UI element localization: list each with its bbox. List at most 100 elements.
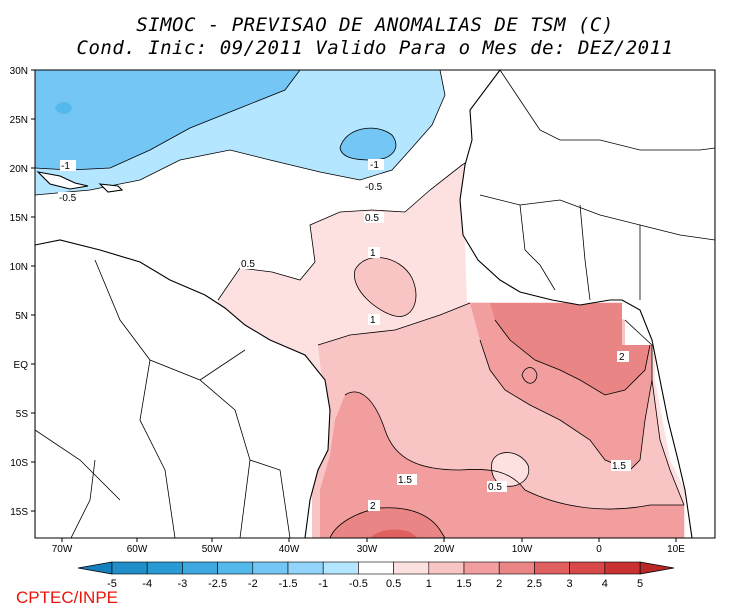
anomaly-fill-2-east	[490, 303, 650, 395]
contour-label: -1	[370, 160, 379, 171]
contour-1.5	[344, 391, 684, 510]
longitude-ticks	[61, 538, 677, 542]
contour-label: -0.5	[59, 193, 77, 204]
lon-label: 0	[596, 544, 602, 555]
colorbar-label: 0.5	[386, 578, 401, 590]
colorbar-swatch	[604, 561, 641, 575]
colorbar-label: 2	[496, 578, 502, 590]
contour-minus-1-ring	[339, 127, 397, 161]
colorbar-swatch	[287, 561, 324, 575]
lat-label: 15N	[10, 213, 28, 224]
contour-2	[494, 319, 651, 396]
anomaly-fill-2-south	[330, 507, 445, 538]
colorbar-arrow-left	[77, 561, 113, 575]
latitude-labels	[31, 69, 35, 512]
contour-label: 1.5	[612, 461, 626, 472]
colorbar-arrow-right	[639, 561, 675, 575]
greater-antilles	[98, 183, 124, 193]
lat-label: 10S	[10, 458, 28, 469]
map-title: SIMOC - PREVISAO DE ANOMALIAS DE TSM (C)	[136, 14, 614, 36]
colorbar: -5 -4 -3 -2.5 -2 -1.5 -1 -0.5 0.5 1 1.5 2 2.5 3 4 5	[77, 561, 675, 590]
anomaly-fill-minus-1-small	[340, 128, 396, 160]
lat-label: 10N	[10, 262, 28, 273]
colorbar-label: 1.5	[456, 578, 471, 590]
credit-label: CPTEC/INPE	[16, 588, 119, 607]
colorbar-swatch	[252, 561, 289, 575]
colorbar-swatch	[463, 561, 500, 575]
contour-0.5	[217, 159, 471, 301]
contour-1.5-east	[479, 339, 653, 471]
lon-label: 50W	[202, 544, 223, 555]
colorbar-label: 5	[637, 578, 643, 590]
lat-label: 5N	[15, 311, 28, 322]
contour-minus-0.5	[35, 70, 446, 196]
colorbar-swatch	[146, 561, 183, 575]
map-subtitle: Cond. Inic: 09/2011 Valido Para o Mes de…	[76, 37, 674, 59]
anomaly-fill-minus-1.5	[55, 102, 72, 114]
colorbar-label: -1.5	[279, 578, 298, 590]
contour-label: 2	[370, 501, 376, 512]
lon-label: 20W	[434, 544, 455, 555]
anomaly-fill-0.5-hole	[491, 452, 529, 487]
colorbar-swatch	[182, 561, 218, 575]
contour-lines	[35, 70, 685, 538]
contour-label-group: -1 -0.5 -1 -0.5 0.5 0.5 1 1 2 1.5 0.5 1.…	[58, 159, 631, 512]
colorbar-label: -1	[318, 578, 328, 590]
lat-label: 5S	[16, 409, 29, 420]
contour-label: 0.5	[241, 259, 255, 270]
colorbar-swatch	[322, 561, 359, 575]
lon-label: 10E	[667, 544, 685, 555]
contour-1-east	[624, 319, 685, 506]
contour-label: -0.5	[365, 182, 383, 193]
anomaly-fill-2.5-south	[370, 529, 418, 538]
contour-label: 0.5	[365, 213, 379, 224]
contour-label: 0.5	[488, 482, 502, 493]
colorbar-swatch	[428, 561, 465, 575]
contour-2-south	[329, 507, 446, 538]
lat-label: EQ	[14, 360, 29, 371]
contour-0.5-hole	[491, 452, 530, 487]
contour-2-small	[521, 367, 538, 384]
lon-label: 60W	[127, 544, 148, 555]
colorbar-swatch	[498, 561, 535, 575]
colorbar-label: -0.5	[349, 578, 368, 590]
anomaly-fill-1.5	[320, 391, 684, 538]
contour-minus-1	[35, 70, 301, 171]
colorbar-label: -2.5	[208, 578, 227, 590]
lon-label: 30W	[357, 544, 378, 555]
cuba-island	[36, 171, 89, 190]
lon-label: 70W	[52, 544, 73, 555]
colorbar-label: 2.5	[527, 578, 542, 590]
lat-label: 15S	[10, 507, 28, 518]
lat-label: 25N	[10, 115, 28, 126]
lon-label: 10W	[512, 544, 533, 555]
contour-label: 1.5	[398, 475, 412, 486]
colorbar-label: 1	[426, 578, 432, 590]
contour-label: 1	[370, 248, 376, 259]
africa	[459, 70, 715, 538]
map-frame	[34, 69, 716, 539]
colorbar-label: -5	[107, 578, 117, 590]
lat-label: 30N	[10, 66, 28, 77]
contour-label: 1	[370, 315, 376, 326]
colorbar-swatch	[393, 561, 430, 575]
lon-label: 40W	[279, 544, 300, 555]
colorbar-label: -2	[248, 578, 258, 590]
colorbar-label: -4	[142, 578, 152, 590]
map-area	[35, 70, 715, 538]
contour-label: 2	[619, 352, 625, 363]
colorbar-label: 3	[567, 578, 573, 590]
colorbar-label: 4	[602, 578, 608, 590]
colorbar-swatch	[534, 561, 570, 575]
anomaly-fill-minus-1	[35, 70, 300, 170]
contour-label: -1	[61, 161, 70, 172]
colorbar-swatch	[217, 561, 254, 575]
colorbar-swatch	[358, 561, 394, 575]
colorbar-swatch	[569, 561, 606, 575]
south-america	[35, 239, 331, 538]
country-borders	[35, 70, 715, 538]
lat-label: 20N	[10, 164, 28, 175]
land	[35, 70, 715, 538]
colorbar-label: -3	[178, 578, 188, 590]
